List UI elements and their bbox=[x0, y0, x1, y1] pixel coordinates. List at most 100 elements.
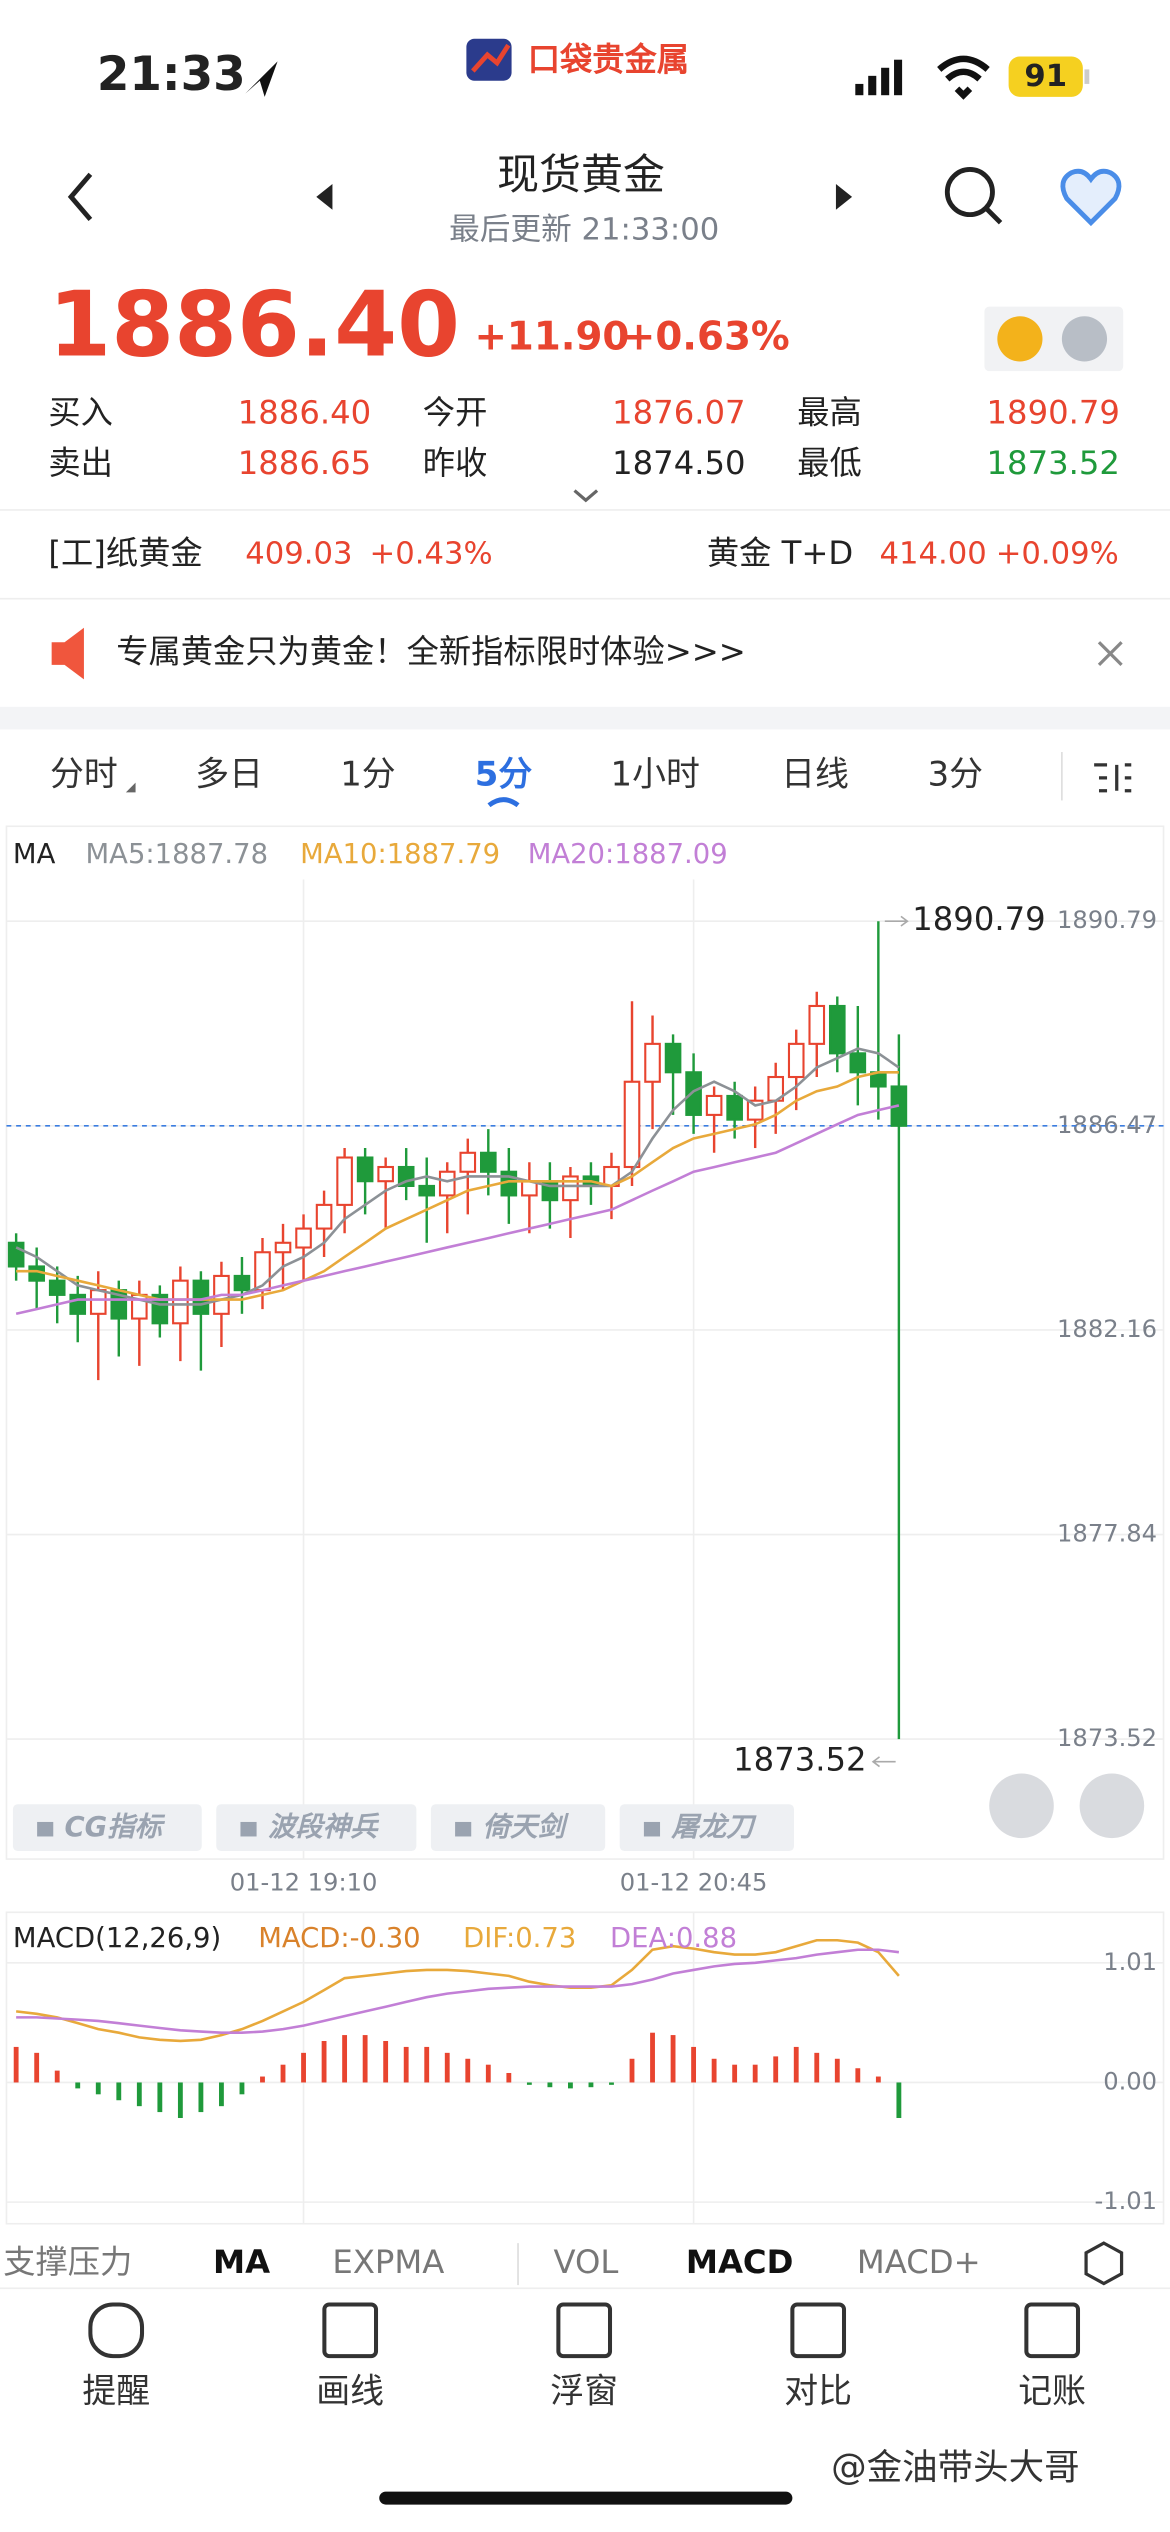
related-price: 409.03 bbox=[245, 537, 352, 572]
candle-body bbox=[808, 1004, 826, 1045]
price: 1886.40 bbox=[48, 273, 460, 378]
search-button[interactable] bbox=[944, 167, 1003, 225]
indicator-tab[interactable]: EXPMA bbox=[332, 2243, 444, 2281]
low-label: 1873.52 bbox=[733, 1741, 866, 1779]
high-arrow bbox=[884, 915, 909, 927]
next-button[interactable] bbox=[835, 183, 853, 210]
period-tab[interactable]: 5分 bbox=[475, 755, 533, 794]
macd-bar bbox=[13, 2046, 19, 2083]
candle-body bbox=[438, 1170, 456, 1197]
macd-frame bbox=[5, 1911, 1165, 2225]
logo-mark bbox=[471, 43, 511, 73]
tool-tag[interactable] bbox=[619, 1804, 794, 1851]
nav-label[interactable]: 画线 bbox=[316, 2372, 384, 2411]
nav-icon[interactable] bbox=[88, 2302, 145, 2359]
tool-tag[interactable] bbox=[216, 1804, 417, 1851]
bottom-nav: 提醒 画线 浮窗 对比 记账 bbox=[82, 2302, 1086, 2411]
candle-body bbox=[787, 1042, 805, 1079]
macd-bar bbox=[773, 2056, 779, 2083]
legend-entry: DIF:0.73 bbox=[463, 1923, 576, 1954]
candle-body bbox=[295, 1227, 312, 1249]
period-tab[interactable]: 3分 bbox=[928, 755, 983, 794]
candle-body bbox=[623, 1080, 641, 1169]
macd-bar bbox=[280, 2064, 286, 2083]
candle-body bbox=[705, 1094, 723, 1116]
indicator-tab[interactable]: MACD bbox=[686, 2243, 794, 2281]
back-button[interactable] bbox=[67, 172, 93, 222]
indicator-tab[interactable]: VOL bbox=[554, 2243, 619, 2281]
chart-frame bbox=[5, 825, 1165, 1860]
watermark: @金油带头大哥 bbox=[831, 2447, 1080, 2488]
macd-bar bbox=[219, 2082, 224, 2107]
period-tab[interactable]: 多日 bbox=[195, 755, 263, 794]
macd-bar bbox=[362, 2035, 368, 2083]
macd-bar bbox=[342, 2035, 348, 2083]
period-tab[interactable]: 1小时 bbox=[611, 755, 700, 794]
indicator-tab[interactable]: 支撑压力 bbox=[3, 2243, 132, 2281]
period-tabs: 分时 多日 1分 5分 1小时 日线 3分 bbox=[50, 755, 983, 808]
page-title: 现货黄金 bbox=[497, 150, 665, 199]
macd-chart: 1.01 0.00 -1.01 MACD(12,26,9) MACD:-0.30 DIF:… bbox=[6, 1923, 1164, 2215]
clock: 21:33 bbox=[97, 48, 246, 102]
nav-icon[interactable] bbox=[556, 2302, 613, 2359]
macd-bar bbox=[834, 2058, 840, 2083]
ma-line bbox=[16, 1071, 899, 1301]
candle-body bbox=[828, 1004, 846, 1055]
legend-title: MA bbox=[13, 839, 56, 870]
draw-button[interactable] bbox=[989, 1773, 1054, 1839]
nav-icon[interactable] bbox=[322, 2302, 379, 2359]
candle-body bbox=[7, 1241, 25, 1268]
period-tab[interactable]: 日线 bbox=[781, 755, 849, 794]
y-tick-label: -1.01 bbox=[1094, 2187, 1157, 2215]
y-tick-label: 1890.79 bbox=[1057, 906, 1157, 934]
expand-button[interactable] bbox=[573, 489, 599, 503]
fullscreen-button[interactable] bbox=[1079, 1773, 1145, 1839]
candle-body bbox=[685, 1071, 702, 1116]
y-tick-label: 1.01 bbox=[1103, 1948, 1157, 1976]
macd-bar bbox=[711, 2058, 717, 2083]
refresh-button[interactable] bbox=[997, 316, 1043, 362]
nav-label[interactable]: 对比 bbox=[784, 2372, 852, 2411]
macd-bar bbox=[793, 2046, 799, 2083]
macd-bar bbox=[670, 2035, 676, 2083]
nav-icon[interactable] bbox=[790, 2302, 847, 2359]
favorite-button[interactable] bbox=[1060, 168, 1122, 227]
period-tab[interactable]: 分时 bbox=[50, 755, 118, 794]
logo-icon bbox=[466, 38, 512, 81]
banner-text[interactable]: 专属黄金只为黄金！全新指标限时体验>>> bbox=[116, 633, 746, 671]
indicator-tab[interactable]: MA bbox=[213, 2243, 270, 2281]
macd-line bbox=[15, 1938, 900, 2043]
convert-button[interactable] bbox=[1061, 316, 1108, 362]
tool-tag[interactable] bbox=[430, 1804, 606, 1851]
prev-button[interactable] bbox=[316, 183, 333, 210]
nav-label[interactable]: 提醒 bbox=[82, 2372, 150, 2411]
lock-icon bbox=[643, 1821, 661, 1837]
tool-tag[interactable] bbox=[12, 1804, 202, 1851]
tool-tag-label: 倚天剑 bbox=[483, 1812, 570, 1843]
nav-icon[interactable] bbox=[1024, 2302, 1081, 2359]
x-tick-label: 01-12 19:10 bbox=[230, 1868, 378, 1896]
indicator-tab[interactable]: MACD+ bbox=[857, 2243, 981, 2281]
settings-icon[interactable] bbox=[1084, 2241, 1124, 2286]
wifi bbox=[937, 55, 990, 100]
y-tick-label: 0.00 bbox=[1103, 2067, 1157, 2095]
nav-label[interactable]: 浮窗 bbox=[550, 2372, 618, 2411]
tab-settings[interactable] bbox=[1094, 763, 1132, 793]
legend-title: MACD(12,26,9) bbox=[13, 1923, 221, 1954]
period-tab[interactable]: 1分 bbox=[340, 755, 395, 794]
field-value: 1876.07 bbox=[612, 394, 745, 432]
nav-label[interactable]: 记账 bbox=[1018, 2372, 1086, 2411]
macd-bar bbox=[444, 2052, 450, 2083]
field-label: 卖出 bbox=[48, 444, 113, 482]
candle-body bbox=[644, 1042, 661, 1083]
tool-tags: CG指标 波段神兵 倚天剑 屠龙刀 bbox=[12, 1804, 794, 1851]
tool-tag-label: 波段神兵 bbox=[268, 1812, 380, 1843]
close-banner[interactable] bbox=[1097, 641, 1123, 667]
candle-body bbox=[336, 1156, 353, 1206]
ma-line bbox=[15, 1047, 900, 1306]
field-label: 最高 bbox=[797, 394, 862, 432]
macd-bar bbox=[506, 2072, 512, 2083]
page-subtitle: 最后更新 21:33:00 bbox=[449, 212, 719, 247]
macd-bar bbox=[650, 2032, 655, 2083]
macd-bar bbox=[855, 2068, 861, 2083]
